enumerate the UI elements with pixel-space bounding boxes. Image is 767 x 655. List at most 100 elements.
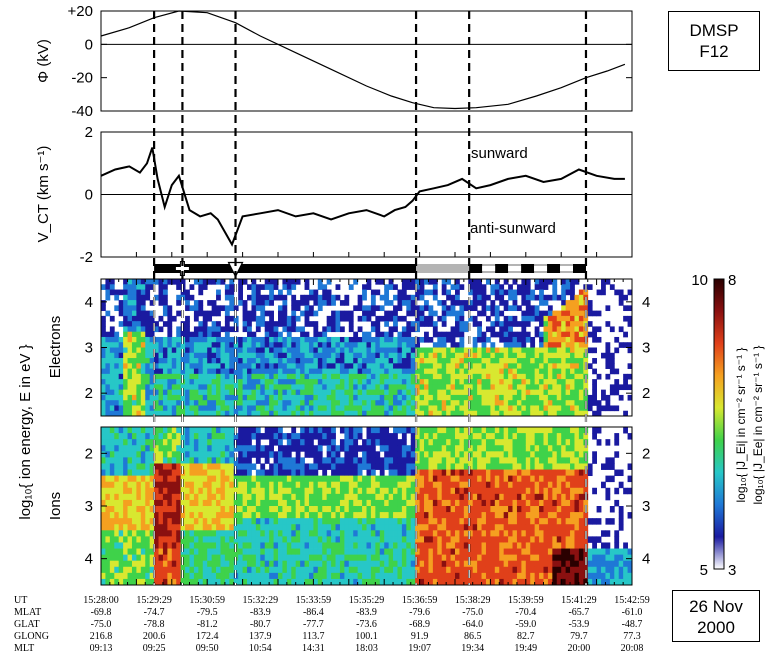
spectrogram-cell	[517, 482, 522, 488]
spectrogram-cell	[141, 439, 146, 445]
spectrogram-cell	[296, 439, 301, 445]
spectrogram-cell	[287, 363, 292, 369]
spectrogram-cell	[473, 536, 478, 542]
spectrogram-cell	[566, 358, 571, 364]
spectrogram-cell	[194, 457, 199, 463]
spectrogram-cell	[163, 512, 168, 518]
spectrogram-cell	[243, 390, 248, 396]
spectrogram-cell	[145, 488, 150, 494]
spectrogram-cell	[367, 470, 372, 476]
spectrogram-cell	[300, 395, 305, 401]
spectrogram-cell	[397, 439, 402, 445]
spectrogram-cell	[455, 321, 460, 327]
spectrogram-cell	[309, 311, 314, 317]
spectrogram-cell	[327, 316, 332, 322]
spectrogram-cell	[159, 573, 164, 579]
spectrogram-cell	[176, 524, 181, 530]
spectrogram-cell	[318, 284, 323, 290]
spectrogram-cell	[163, 348, 168, 354]
spectrogram-cell	[128, 358, 133, 364]
spectrogram-cell	[358, 463, 363, 469]
spectrogram-cell	[141, 395, 146, 401]
spectrogram-cell	[344, 500, 349, 506]
spectrogram-cell	[176, 518, 181, 524]
spectrogram-cell	[349, 476, 354, 482]
spectrogram-cell	[459, 530, 464, 536]
spectrogram-cell	[212, 358, 217, 364]
spectrogram-cell	[167, 494, 172, 500]
spectrogram-cell	[340, 482, 345, 488]
spectrogram-cell	[619, 290, 624, 296]
spectrogram-cell	[526, 506, 531, 512]
spectrogram-cell	[274, 500, 279, 506]
spectrogram-cell	[486, 555, 491, 561]
spectrogram-cell	[349, 573, 354, 579]
spectrogram-cell	[389, 561, 394, 567]
spectrogram-cell	[504, 363, 509, 369]
spectrogram-cell	[114, 405, 119, 411]
spectrogram-cell	[517, 512, 522, 518]
spectrogram-cell	[119, 379, 124, 385]
spectrogram-cell	[499, 326, 504, 332]
spectrogram-cell	[437, 369, 442, 375]
spectrogram-cell	[495, 506, 500, 512]
spectrogram-cell	[535, 379, 540, 385]
spectrogram-cell	[464, 573, 469, 579]
spectrogram-cell	[486, 494, 491, 500]
spectrogram-cell	[225, 524, 230, 530]
spectrogram-cell	[198, 451, 203, 457]
spectrogram-cell	[278, 445, 283, 451]
spectrogram-cell	[442, 445, 447, 451]
spectrogram-cell	[402, 506, 407, 512]
spectrogram-cell	[207, 400, 212, 406]
spectrogram-cell	[198, 353, 203, 359]
spectrogram-cell	[623, 332, 628, 338]
spectrogram-cell	[433, 290, 438, 296]
spectrogram-cell	[207, 279, 212, 285]
spectrogram-cell	[163, 295, 168, 301]
spectrogram-cell	[101, 536, 106, 542]
spectrogram-cell	[256, 512, 261, 518]
spectrogram-cell	[473, 506, 478, 512]
spectrogram-cell	[305, 427, 310, 433]
spectrogram-cell	[141, 332, 146, 338]
spectrogram-cell	[274, 567, 279, 573]
spectrogram-cell	[397, 536, 402, 542]
spectrogram-cell	[167, 363, 172, 369]
spectrogram-cell	[521, 536, 526, 542]
spectrogram-cell	[238, 290, 243, 296]
spectrogram-cell	[521, 549, 526, 555]
spectrogram-cell	[508, 337, 513, 343]
spectrogram-cell	[344, 463, 349, 469]
spectrogram-cell	[212, 561, 217, 567]
spectrogram-cell	[265, 358, 270, 364]
spectrogram-cell	[212, 506, 217, 512]
spectrogram-cell	[605, 348, 610, 354]
spectrogram-cell	[375, 369, 380, 375]
spectrogram-cell	[384, 358, 389, 364]
spectrogram-cell	[145, 463, 150, 469]
spectrogram-cell	[389, 433, 394, 439]
spectrogram-cell	[269, 379, 274, 385]
spectrogram-cell	[451, 348, 456, 354]
spectrogram-cell	[380, 500, 385, 506]
spectrogram-cell	[371, 374, 376, 380]
spectrogram-cell	[482, 353, 487, 359]
spectrogram-cell	[344, 439, 349, 445]
spectrogram-cell	[428, 400, 433, 406]
spectrogram-cell	[508, 374, 513, 380]
spectrogram-cell	[198, 427, 203, 433]
spectrogram-cell	[238, 500, 243, 506]
spectrogram-cell	[216, 542, 221, 548]
spectrogram-cell	[198, 482, 203, 488]
spectrogram-cell	[176, 439, 181, 445]
spectrogram-cell	[123, 348, 128, 354]
spectrogram-cell	[464, 482, 469, 488]
spectrogram-cell	[322, 506, 327, 512]
spectrogram-cell	[278, 316, 283, 322]
spectrogram-cell	[544, 400, 549, 406]
spectrogram-cell	[167, 316, 172, 322]
spectrogram-cell	[198, 549, 203, 555]
spectrogram-cell	[482, 405, 487, 411]
spectrogram-cell	[256, 476, 261, 482]
